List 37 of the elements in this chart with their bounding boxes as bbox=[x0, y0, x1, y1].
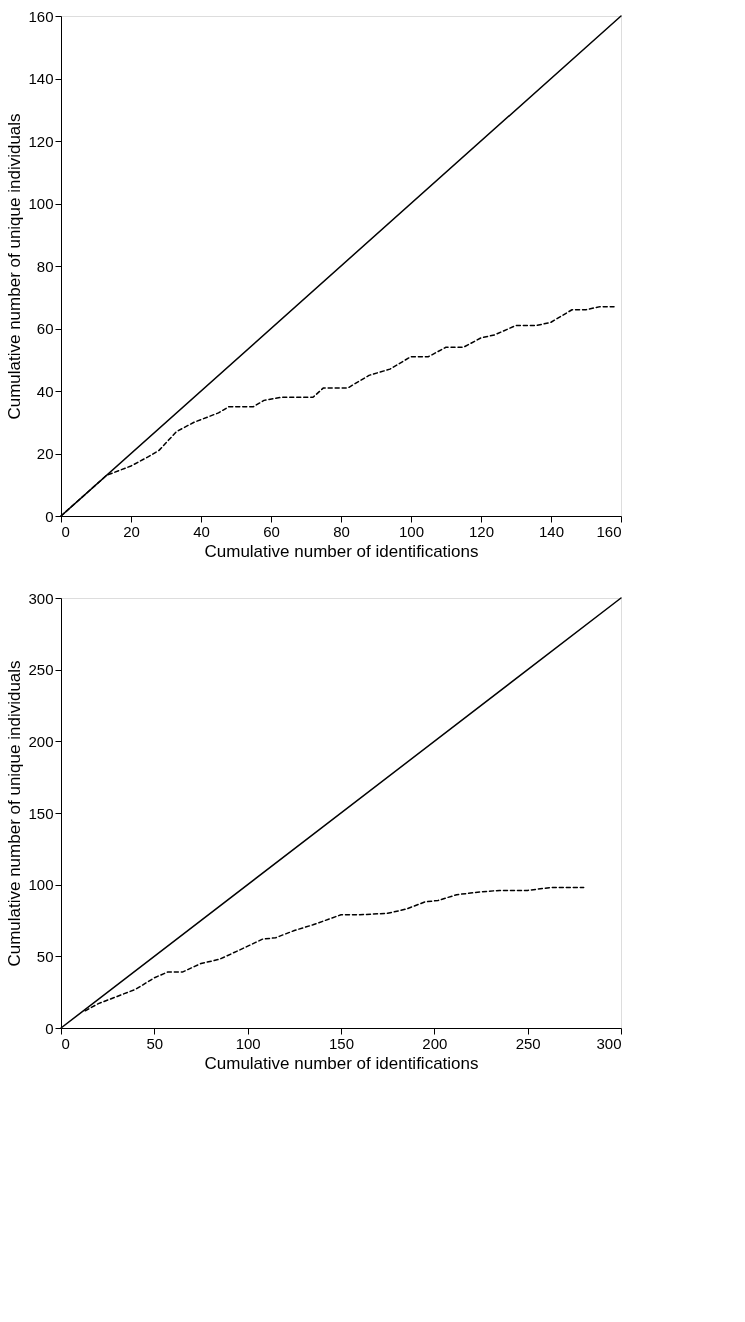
y-tick-label: 50 bbox=[36, 947, 54, 965]
x-tick-label: 0 bbox=[61, 1034, 70, 1052]
y-tick-label: 0 bbox=[45, 507, 54, 525]
x-tick-label: 300 bbox=[596, 1034, 622, 1052]
y-axis-title: Cumulative number of unique individuals bbox=[5, 113, 25, 420]
x-tick-label: 0 bbox=[61, 522, 70, 540]
line-series bbox=[84, 886, 585, 1012]
x-tick-label: 160 bbox=[596, 522, 622, 540]
x-tick-label: 250 bbox=[515, 1034, 541, 1052]
x-tick-label: 200 bbox=[422, 1034, 448, 1052]
x-tick-label: 40 bbox=[193, 522, 210, 540]
x-axis-title: Cumulative number of identifications bbox=[204, 1053, 479, 1073]
y-tick-label: 300 bbox=[28, 589, 54, 607]
y-tick-label: 250 bbox=[28, 661, 54, 679]
x-tick-label: 20 bbox=[123, 522, 140, 540]
x-tick-label: 120 bbox=[468, 522, 495, 540]
y-tick-label: 100 bbox=[28, 195, 54, 212]
y-tick-label: 150 bbox=[28, 804, 54, 822]
y-tick-label: 60 bbox=[36, 320, 54, 337]
x-tick-label: 60 bbox=[263, 522, 280, 540]
x-tick-label: 100 bbox=[235, 1034, 261, 1052]
y-tick-label: 100 bbox=[28, 876, 54, 894]
y-tick-label: 80 bbox=[36, 257, 54, 275]
y-tick-label: 20 bbox=[36, 445, 54, 462]
x-axis-title: Cumulative number of identifications bbox=[204, 541, 479, 561]
y-tick-label: 200 bbox=[28, 732, 54, 750]
x-tick-label: 100 bbox=[398, 522, 425, 540]
y-tick-label: 40 bbox=[36, 382, 54, 400]
x-tick-label: 140 bbox=[538, 522, 565, 540]
x-tick-label: 50 bbox=[146, 1034, 164, 1052]
y-tick-label: 120 bbox=[28, 132, 54, 150]
y-axis-title: Cumulative number of unique individuals bbox=[5, 660, 25, 967]
y-tick-label: 0 bbox=[45, 1019, 54, 1037]
y-tick-label: 160 bbox=[28, 7, 54, 25]
y-tick-label: 140 bbox=[28, 70, 54, 87]
x-tick-label: 80 bbox=[333, 522, 350, 540]
x-tick-label: 150 bbox=[328, 1034, 355, 1052]
